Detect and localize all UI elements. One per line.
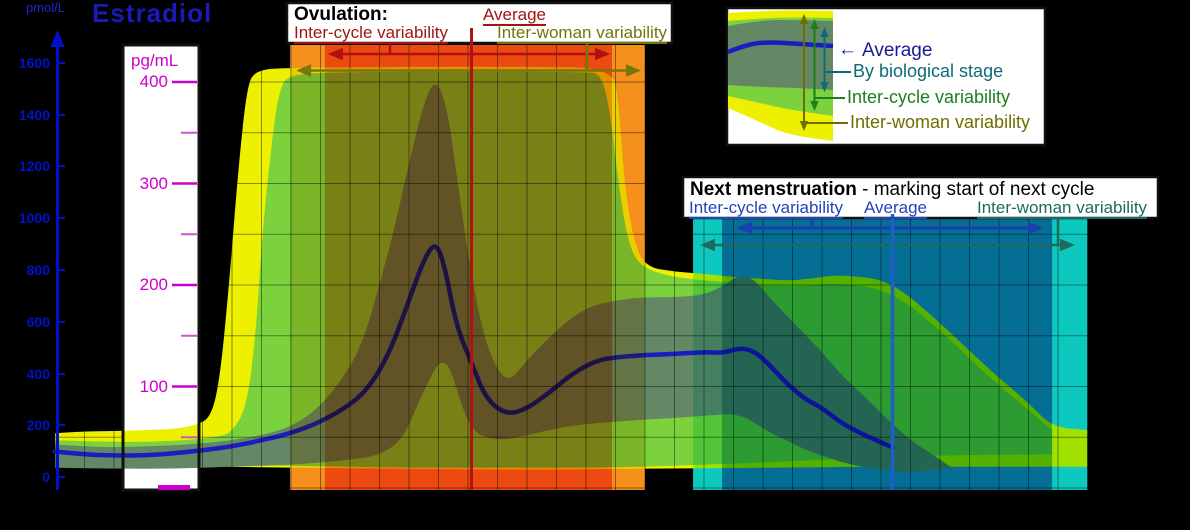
legend-mini-chart bbox=[727, 10, 834, 141]
ovulation-inter-woman-range-arrow bbox=[296, 64, 641, 77]
next-inner-tint bbox=[722, 218, 1053, 490]
pmol-axis bbox=[50, 30, 65, 490]
ovulation-inter-cycle-range-arrow bbox=[327, 47, 610, 61]
next-inter-cycle-range-arrow bbox=[737, 221, 1043, 235]
grid bbox=[54, 45, 1088, 490]
ovulation-box bbox=[285, 1, 674, 45]
next-inter-woman-range-arrow bbox=[700, 238, 1075, 252]
legend-inter-cycle-arrow bbox=[810, 19, 819, 111]
ovulation-inner-tint bbox=[324, 45, 612, 490]
legend-bio-stage-arrow bbox=[820, 27, 829, 92]
pg-scale-box-bg bbox=[123, 45, 199, 490]
next-menstruation-box bbox=[681, 175, 1160, 220]
